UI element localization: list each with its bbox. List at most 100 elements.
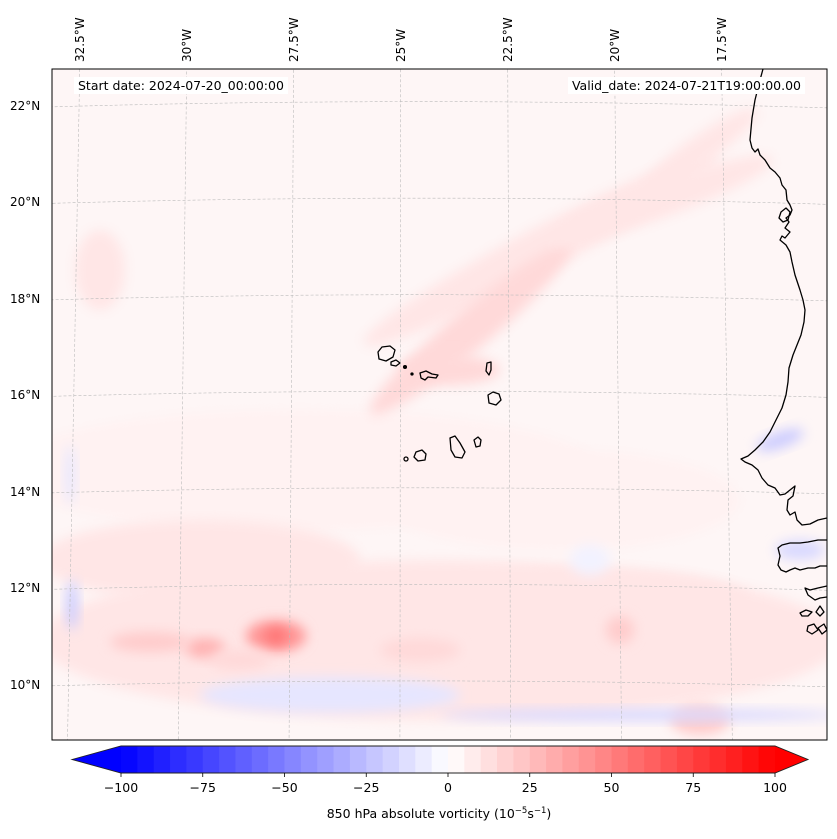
colorbar-segment: [758, 746, 776, 773]
colorbar-segment: [644, 746, 662, 773]
map-frame: [51, 68, 828, 741]
colorbar-segment: [742, 746, 760, 773]
colorbar-label: 850 hPa absolute vorticity (10−5s−1): [327, 806, 552, 821]
colorbar-segment: [251, 746, 269, 773]
colorbar-segment: [202, 746, 220, 773]
colorbar-segment: [578, 746, 596, 773]
vorticity-contour: [380, 450, 740, 550]
colorbar-segment: [317, 746, 335, 773]
latitude-tick-label: 10°N: [10, 677, 41, 692]
island-santo-antao: [377, 345, 396, 362]
vorticity-contour: [400, 355, 500, 385]
colorbar-segment: [333, 746, 351, 773]
vorticity-contour: [570, 545, 610, 575]
colorbar-extend-max: [775, 746, 808, 773]
coastline-south: [804, 585, 827, 601]
vorticity-contour: [606, 616, 634, 644]
latitude-tick-label: 14°N: [10, 484, 41, 499]
colorbar-segment: [480, 746, 498, 773]
vorticity-contour: [264, 628, 288, 644]
vorticity-contour: [210, 650, 270, 670]
island-boa-vista: [487, 391, 502, 406]
colorbar-segment: [284, 746, 302, 773]
island-bijagos-1: [799, 609, 813, 617]
colorbar-tick-label: 0: [444, 780, 452, 795]
vorticity-contour: [52, 520, 360, 600]
colorbar-tick-label: −100: [103, 780, 139, 795]
latitude-tick-label: 18°N: [10, 291, 41, 306]
latitude-tick-label: 16°N: [10, 388, 41, 403]
vorticity-field: [52, 108, 827, 735]
vorticity-contour: [450, 570, 750, 630]
longitude-tick-label: 17.5°W: [714, 17, 729, 62]
parallel-gridline: [52, 101, 827, 109]
colorbar-tick-label: −75: [189, 780, 216, 795]
island-brava: [403, 456, 409, 462]
parallel-gridline: [52, 197, 827, 205]
island-bijagos-2: [815, 605, 825, 617]
vorticity-contour: [547, 155, 773, 245]
valid-date-label: Valid_date: 2024-07-21T19:00:00.00: [567, 77, 805, 94]
island-sao-nicolau: [419, 370, 439, 381]
colorbar-segment: [497, 746, 514, 773]
island-santa-luzia: [402, 364, 408, 370]
colorbar-segment: [693, 746, 711, 773]
colorbar-extend-min: [72, 746, 121, 773]
island-sao-vicente: [390, 359, 401, 367]
colorbar-segment: [398, 746, 416, 773]
island-fogo: [413, 449, 427, 462]
vorticity-contour: [642, 108, 758, 192]
colorbar-segment: [268, 746, 286, 773]
colorbar-tick-label: 25: [521, 780, 538, 795]
colorbar-segment: [415, 746, 433, 773]
parallel-gridline: [52, 584, 827, 591]
parallel-gridline: [52, 680, 827, 688]
vorticity-contour: [185, 638, 225, 658]
colorbar-segment: [546, 746, 564, 773]
vorticity-contour: [380, 638, 460, 662]
colorbar-segment: [725, 746, 743, 773]
colorbar-segment: [676, 746, 694, 773]
vorticity-contour: [440, 709, 827, 721]
vorticity-contour: [775, 540, 825, 560]
colorbar-segment: [349, 746, 367, 773]
colorbar-segment: [121, 746, 138, 773]
colorbar-segment: [170, 746, 187, 773]
colorbar-tick-label: 75: [685, 780, 702, 795]
colorbar-segment: [709, 746, 727, 773]
coastline-guinea-bissau: [777, 539, 827, 573]
colorbar-segment: [660, 746, 678, 773]
colorbar-segment: [627, 746, 645, 773]
colorbar-segment: [219, 746, 237, 773]
colorbar-segment: [529, 746, 547, 773]
colorbar-tick-label: −50: [271, 780, 298, 795]
colorbar-segment: [562, 746, 580, 773]
colorbar: [70, 745, 810, 777]
colorbar-tick-label: −25: [353, 780, 380, 795]
colorbar-segment: [153, 746, 171, 773]
island-santiago: [449, 435, 466, 459]
latitude-tick-label: 12°N: [10, 581, 41, 596]
vorticity-contour: [756, 428, 804, 452]
colorbar-segment: [382, 746, 400, 773]
island-maio: [473, 436, 482, 448]
vorticity-contour: [65, 445, 75, 505]
colorbar-units: (10−5s−1): [494, 806, 552, 821]
colorbar-variable: 850 hPa absolute vorticity: [326, 806, 491, 821]
colorbar-segment: [186, 746, 204, 773]
vorticity-contour: [66, 580, 78, 630]
colorbar-segment: [464, 746, 482, 773]
longitude-tick-label: 30°W: [179, 28, 194, 62]
colorbar-tick-label: 100: [763, 780, 787, 795]
latitude-tick-label: 22°N: [10, 98, 41, 113]
parallel-gridline: [52, 294, 827, 302]
start-date-label: Start date: 2024-07-20_00:00:00: [74, 77, 288, 94]
coastlines: [377, 69, 827, 635]
colorbar-segment: [300, 746, 318, 773]
colorbar-segment: [366, 746, 384, 773]
longitude-tick-label: 27.5°W: [286, 17, 301, 62]
parallel-gridline: [52, 487, 827, 495]
island-sal: [485, 361, 492, 376]
